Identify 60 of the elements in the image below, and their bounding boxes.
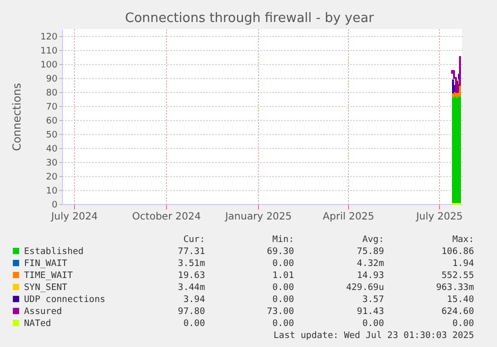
text: 4.32m (356, 259, 384, 269)
text: Max: (452, 235, 474, 245)
text: 3.94 (183, 295, 205, 305)
y-tick-label: 0 (52, 200, 58, 210)
y-tick-label: 40 (46, 144, 58, 154)
text: Avg: (362, 235, 384, 245)
text: 3.57 (362, 295, 384, 305)
text: 106.86 (441, 247, 474, 257)
text: 97.80 (178, 307, 205, 317)
text: 14.93 (356, 271, 384, 281)
y-tick-label: 10 (46, 186, 58, 196)
text: 19.63 (178, 271, 205, 281)
y-tick-label: 20 (46, 172, 58, 182)
text: 77.31 (178, 247, 205, 257)
legend-label: SYN_SENT (24, 283, 68, 293)
text: 0.00 (452, 319, 474, 329)
text: 0.00 (272, 259, 294, 269)
x-tick-label: January 2025 (224, 212, 292, 222)
x-tick-label: October 2024 (132, 212, 201, 222)
y-tick-label: 70 (46, 102, 58, 112)
y-axis-title: Connections (10, 82, 24, 151)
text: 1.94 (452, 259, 474, 269)
legend-label: UDP connections (24, 295, 106, 305)
text: 0.00 (183, 319, 205, 329)
y-tick-label: 60 (46, 116, 58, 126)
y-tick-label: 120 (40, 32, 58, 42)
text: 3.51m (178, 259, 205, 269)
y-tick-label: 90 (46, 74, 58, 84)
text: 552.55 (441, 271, 474, 281)
y-tick-label: 30 (46, 158, 58, 168)
text: 69.30 (266, 247, 294, 257)
legend-label: TIME_WAIT (24, 271, 74, 281)
x-tick-label: April 2025 (322, 212, 374, 222)
legend-label: FIN_WAIT (24, 259, 68, 269)
text: 624.60 (441, 307, 474, 317)
text: 73.00 (266, 307, 294, 317)
text: 0.00 (272, 295, 294, 305)
text: 75.89 (356, 247, 384, 257)
x-tick-label: July 2024 (50, 212, 98, 222)
text: 429.69u (346, 283, 384, 293)
text: 91.43 (356, 307, 384, 317)
text: 1.01 (272, 271, 294, 281)
legend-label: Established (24, 247, 84, 257)
x-tick-label: July 2025 (415, 212, 463, 222)
text: 0.00 (362, 319, 384, 329)
legend-label: NATed (24, 319, 52, 329)
text: Last update: Wed Jul 23 01:30:03 2025 (274, 331, 474, 341)
text: 963.33m (436, 283, 474, 293)
y-tick-label: 80 (46, 88, 58, 98)
text: 3.44m (178, 283, 205, 293)
text: 15.40 (446, 295, 474, 305)
y-tick-label: 110 (40, 46, 58, 56)
y-tick-label: 50 (46, 130, 58, 140)
text: 0.00 (272, 319, 294, 329)
y-tick-label: 100 (40, 60, 58, 70)
legend-label: Assured (24, 307, 62, 317)
chart-title: Connections through firewall - by year (125, 11, 374, 26)
text: Min: (272, 235, 294, 245)
text: 0.00 (272, 283, 294, 293)
text: Cur: (183, 235, 205, 245)
